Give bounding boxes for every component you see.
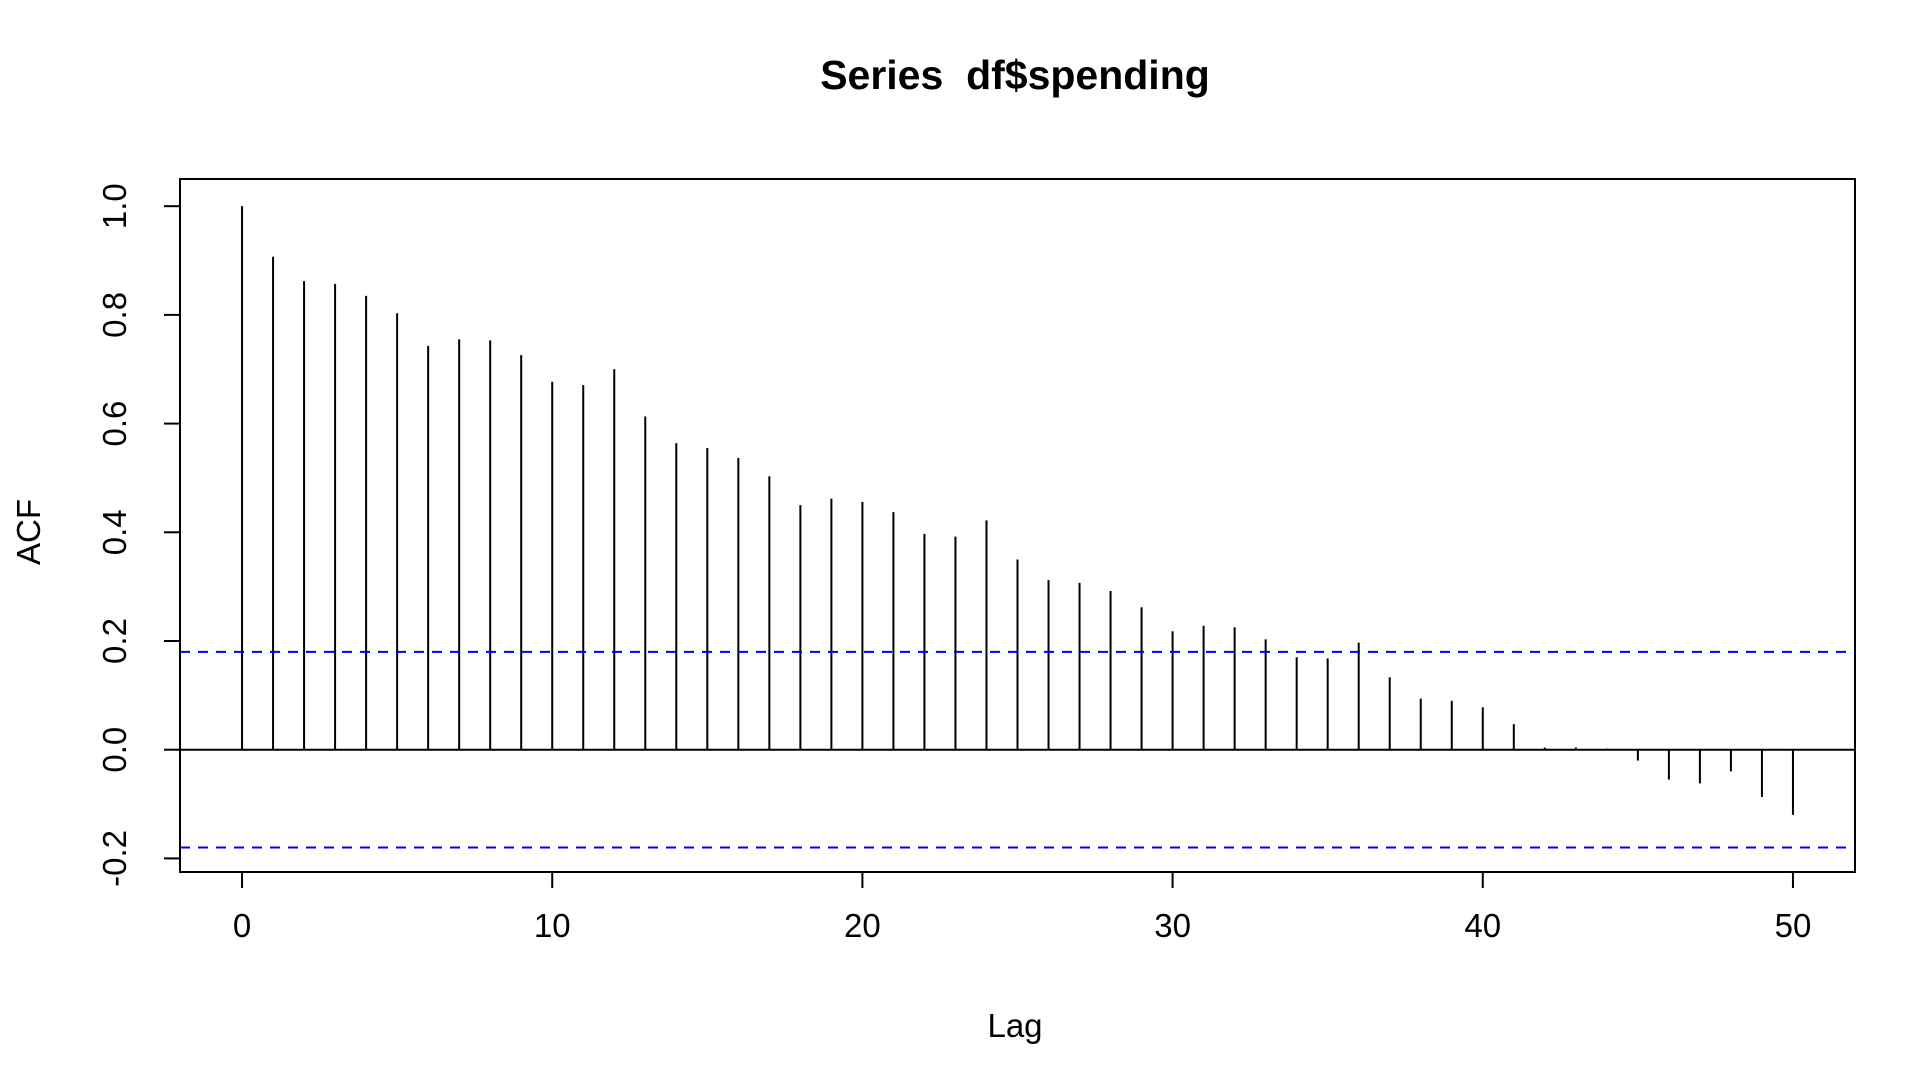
y-tick-label: 1.0	[96, 183, 133, 229]
y-axis: -0.2 0.0 0.2 0.4 0.6 0.8 1.0	[96, 183, 181, 887]
y-tick-label: 0.8	[96, 292, 133, 338]
x-tick-label: 50	[1775, 907, 1812, 944]
x-tick-label: 0	[233, 907, 251, 944]
acf-bars	[241, 206, 1794, 815]
x-tick-label: 40	[1464, 907, 1501, 944]
plot-frame	[179, 178, 1856, 873]
x-tick-label: 20	[844, 907, 881, 944]
y-tick-label: 0.0	[96, 727, 133, 773]
y-axis-title: ACF	[10, 499, 47, 565]
y-tick-label: 0.4	[96, 509, 133, 555]
x-axis-title: Lag	[987, 1007, 1042, 1044]
x-axis: 0 10 20 30 40 50	[233, 871, 1812, 944]
x-tick-label: 10	[534, 907, 571, 944]
reference-lines	[180, 650, 1855, 849]
y-tick-label: 0.6	[96, 401, 133, 447]
y-tick-label: 0.2	[96, 618, 133, 664]
x-tick-label: 30	[1154, 907, 1191, 944]
chart-title: Series df$spending	[820, 52, 1210, 98]
y-tick-label: -0.2	[96, 830, 133, 887]
